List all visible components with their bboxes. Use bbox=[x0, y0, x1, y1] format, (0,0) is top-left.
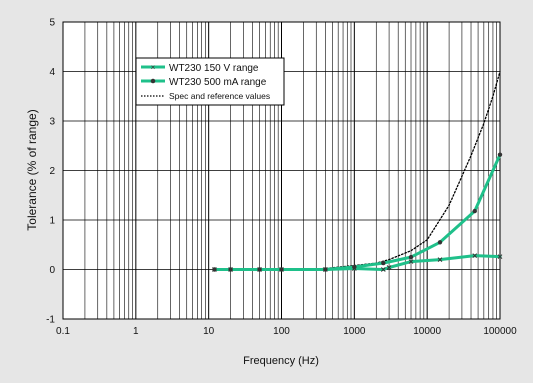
data-point bbox=[279, 267, 284, 272]
data-point bbox=[212, 267, 217, 272]
series-layer bbox=[212, 70, 503, 272]
data-point bbox=[472, 253, 478, 258]
data-point bbox=[497, 254, 503, 259]
data-point bbox=[437, 240, 443, 245]
data-point bbox=[381, 260, 386, 266]
x-tick-label: 100000 bbox=[483, 326, 517, 337]
x-tick-label: 1 bbox=[133, 326, 139, 337]
data-point bbox=[228, 267, 233, 272]
data-point bbox=[472, 208, 477, 214]
x-tick-label: 0.1 bbox=[56, 326, 70, 337]
legend-label-500ma: WT230 500 mA range bbox=[169, 77, 267, 88]
legend-label-150v: WT230 150 V range bbox=[169, 63, 259, 74]
data-point bbox=[323, 267, 328, 272]
data-point bbox=[408, 259, 414, 264]
x-axis-label: Frequency (Hz) bbox=[243, 355, 319, 367]
data-point bbox=[352, 264, 357, 270]
x-tick-label: 1000 bbox=[343, 326, 366, 337]
data-point bbox=[386, 265, 392, 270]
x-tick-label: 10000 bbox=[413, 326, 441, 337]
y-tick-label: 1 bbox=[49, 216, 55, 227]
x-tick-labels: 0.1 1 10 100 1000 10000 100000 bbox=[56, 326, 517, 337]
y-tick-label: 3 bbox=[49, 117, 55, 128]
y-tick-labels: -1 0 1 2 3 4 5 bbox=[46, 18, 55, 326]
y-tick-label: 5 bbox=[49, 18, 55, 29]
y-axis-label: Tolerance (% of range) bbox=[25, 109, 39, 230]
y-tick-label: -1 bbox=[46, 315, 55, 326]
y-tick-label: 0 bbox=[49, 265, 55, 276]
y-tick-label: 2 bbox=[49, 166, 55, 177]
legend: × WT230 150 V range WT230 500 mA range S… bbox=[135, 57, 285, 106]
legend-label-spec: Spec and reference values bbox=[169, 91, 270, 101]
data-point bbox=[437, 257, 443, 262]
data-point bbox=[380, 267, 386, 272]
legend-circle-marker bbox=[150, 78, 156, 84]
data-point bbox=[497, 152, 503, 157]
x-tick-label: 100 bbox=[273, 326, 290, 337]
data-point bbox=[408, 254, 414, 260]
x-tick-label: 10 bbox=[203, 326, 215, 337]
y-tick-label: 4 bbox=[49, 67, 55, 78]
legend-x-marker: × bbox=[151, 63, 156, 72]
data-point bbox=[257, 267, 262, 272]
